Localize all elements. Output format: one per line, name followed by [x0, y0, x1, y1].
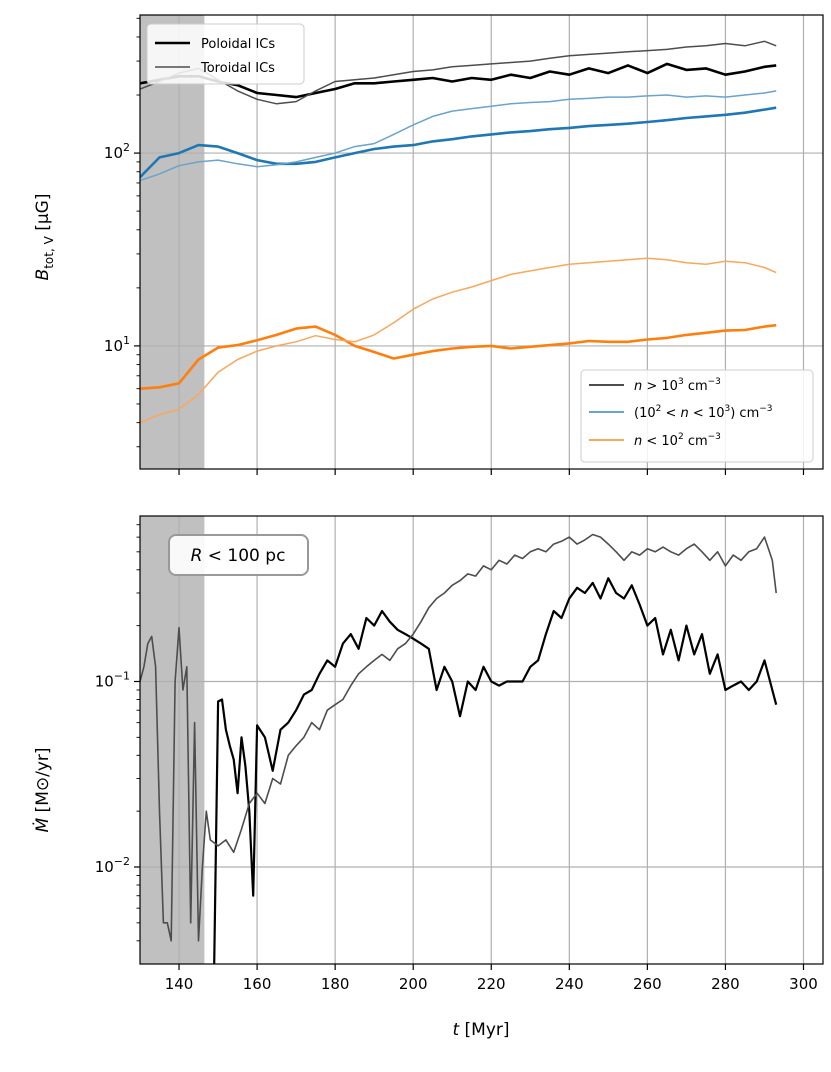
top-ylabel: Btot, V [μG]: [33, 194, 56, 281]
xtick-label-180: 180: [321, 975, 350, 993]
top-ytick-labels: 101 102: [104, 141, 130, 355]
xtick-label-300: 300: [789, 975, 818, 993]
series-line-top-1: [140, 40, 777, 105]
series-line-top-4: [140, 323, 777, 390]
bottom-ticks: [134, 524, 805, 970]
xtick-label-240: 240: [555, 975, 584, 993]
series-line-top-2: [140, 106, 777, 179]
series-line-top-0: [140, 62, 777, 99]
bottom-xlabel: t [Myr]: [452, 1020, 509, 1040]
top-axes-frame: [139, 14, 824, 470]
xtick-label-260: 260: [633, 975, 662, 993]
bottom-ylabel: Ṁ [M⊙/yr]: [32, 747, 53, 832]
series-line-bot-1: [140, 533, 777, 942]
legend-ic-poloidal-label: Poloidal ICs: [201, 37, 275, 52]
xtick-label-160: 160: [243, 975, 272, 993]
top-ticks: [134, 17, 805, 475]
ytick-label-1: 102: [104, 141, 130, 162]
top-panel: 101 102 Btot, V [μG] Poloidal ICs Toroida…: [33, 14, 824, 475]
bottom-axes-frame: [139, 515, 824, 965]
top-shaded-span: [140, 15, 205, 469]
svg-text:R < 100 pc: R < 100 pc: [191, 546, 286, 566]
bottom-series: [140, 533, 778, 964]
legend-ic-toroidal-label: Toroidal ICs: [200, 61, 275, 76]
ytick-label-1: 10−1: [95, 669, 130, 690]
ytick-label-0: 10−2: [95, 855, 130, 876]
legend-density-mid-label: (102 < n < 103) cm−3: [634, 404, 773, 421]
top-series: [140, 40, 777, 424]
legend-density: n > 103 cm−3 (102 < n < 103) cm−3 n < 10…: [580, 369, 814, 463]
bottom-xtick-labels: 140 160 180 200 220 240 260 280 300: [165, 975, 818, 993]
xtick-label-200: 200: [399, 975, 428, 993]
legend-ic: Poloidal ICs Toroidal ICs: [146, 23, 305, 85]
series-line-top-5: [140, 257, 777, 424]
xtick-label-220: 220: [477, 975, 506, 993]
bottom-ytick-labels: 10−2 10−1: [95, 669, 130, 876]
legend-density-high-label: n > 103 cm−3: [634, 377, 721, 394]
xtick-label-280: 280: [711, 975, 740, 993]
bottom-panel: 10−2 10−1 140 160 180 200 220 240 260 280 300 Ṁ […: [32, 515, 824, 1040]
annotation-radius: R < 100 pc: [168, 534, 309, 576]
series-line-bot-0: [213, 577, 778, 964]
ytick-label-0: 101: [104, 334, 130, 355]
xtick-label-140: 140: [165, 975, 194, 993]
series-line-top-3: [140, 90, 777, 182]
legend-density-low-label: n < 102 cm−3: [634, 432, 721, 449]
